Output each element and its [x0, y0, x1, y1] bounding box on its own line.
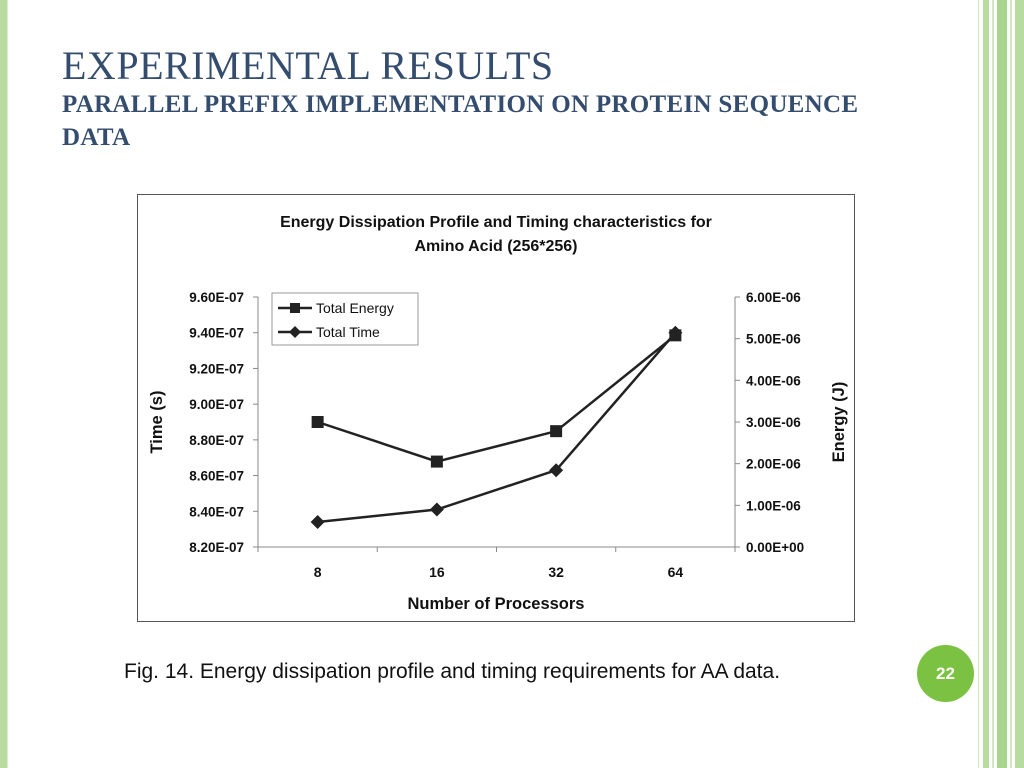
total-time-marker: [668, 325, 683, 340]
left-tick-label: 8.20E-07: [189, 540, 244, 555]
right-axis-title: Energy (J): [830, 382, 848, 463]
legend-total-time-marker: [289, 326, 301, 338]
total-time-marker: [310, 515, 325, 529]
right-tick-label: 2.00E-06: [746, 457, 801, 472]
x-tick-label: 8: [314, 564, 322, 580]
total-energy-marker: [311, 416, 324, 428]
x-tick-label: 64: [668, 564, 684, 580]
left-tick-label: 8.60E-07: [189, 469, 244, 484]
right-tick-label: 4.00E-06: [746, 373, 801, 388]
left-tick-label: 9.40E-07: [189, 326, 244, 341]
right-tick-label: 6.00E-06: [746, 290, 801, 305]
left-tick-label: 8.80E-07: [189, 433, 244, 448]
total-time-marker: [429, 502, 444, 517]
total-time-line: [317, 331, 677, 524]
left-axis-title: Time (s): [148, 391, 166, 454]
chart-title-line-2: Amino Acid (256*256): [414, 238, 577, 255]
x-axis-title: Number of Processors: [408, 595, 585, 613]
right-tick-label: 0.00E+00: [746, 540, 804, 555]
right-tick-label: 1.00E-06: [746, 498, 801, 513]
total-energy-line: [317, 334, 677, 463]
right-tick-label: 5.00E-06: [746, 332, 801, 347]
total-energy-marker: [550, 425, 563, 438]
legend-total-time-label: Total Time: [316, 324, 380, 340]
legend-total-energy-label: Total Energy: [316, 300, 394, 316]
left-accent-bar: [0, 0, 7, 768]
slide-title: EXPERIMENTAL RESULTS: [62, 43, 554, 88]
total-energy-marker: [430, 455, 443, 468]
legend-total-energy-marker: [290, 303, 300, 313]
x-tick-label: 32: [548, 564, 564, 580]
left-tick-label: 8.40E-07: [189, 504, 244, 519]
slide-subtitle: PARALLEL PREFIX IMPLEMENTATION ON PROTEI…: [62, 91, 859, 151]
figure-caption: Fig. 14. Energy dissipation profile and …: [124, 660, 781, 683]
x-tick-label: 16: [429, 564, 445, 580]
left-tick-label: 9.20E-07: [189, 361, 244, 376]
chart-title-line-1: Energy Dissipation Profile and Timing ch…: [280, 214, 712, 231]
energy-timing-chart: Energy Dissipation Profile and Timing ch…: [148, 214, 848, 613]
page-number-badge: 22: [917, 645, 974, 702]
left-tick-label: 9.00E-07: [189, 397, 244, 412]
total-time-marker: [549, 463, 564, 478]
left-tick-label: 9.60E-07: [189, 290, 244, 305]
left-accent-line: [7, 0, 8, 768]
right-tick-label: 3.00E-06: [746, 415, 801, 430]
chart-frame: Energy Dissipation Profile and Timing ch…: [137, 194, 855, 622]
